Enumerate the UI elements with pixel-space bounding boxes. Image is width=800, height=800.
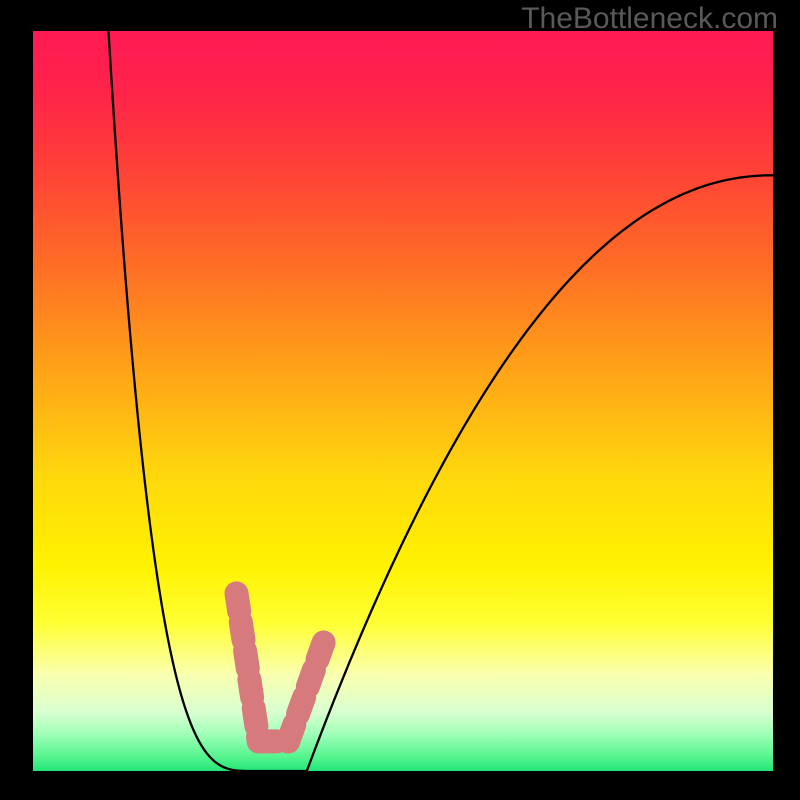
gradient-background [33,31,773,771]
watermark-text: TheBottleneck.com [521,2,778,36]
plot-svg [33,31,773,771]
chart-container: TheBottleneck.com [0,0,800,800]
plot-area [33,31,773,771]
